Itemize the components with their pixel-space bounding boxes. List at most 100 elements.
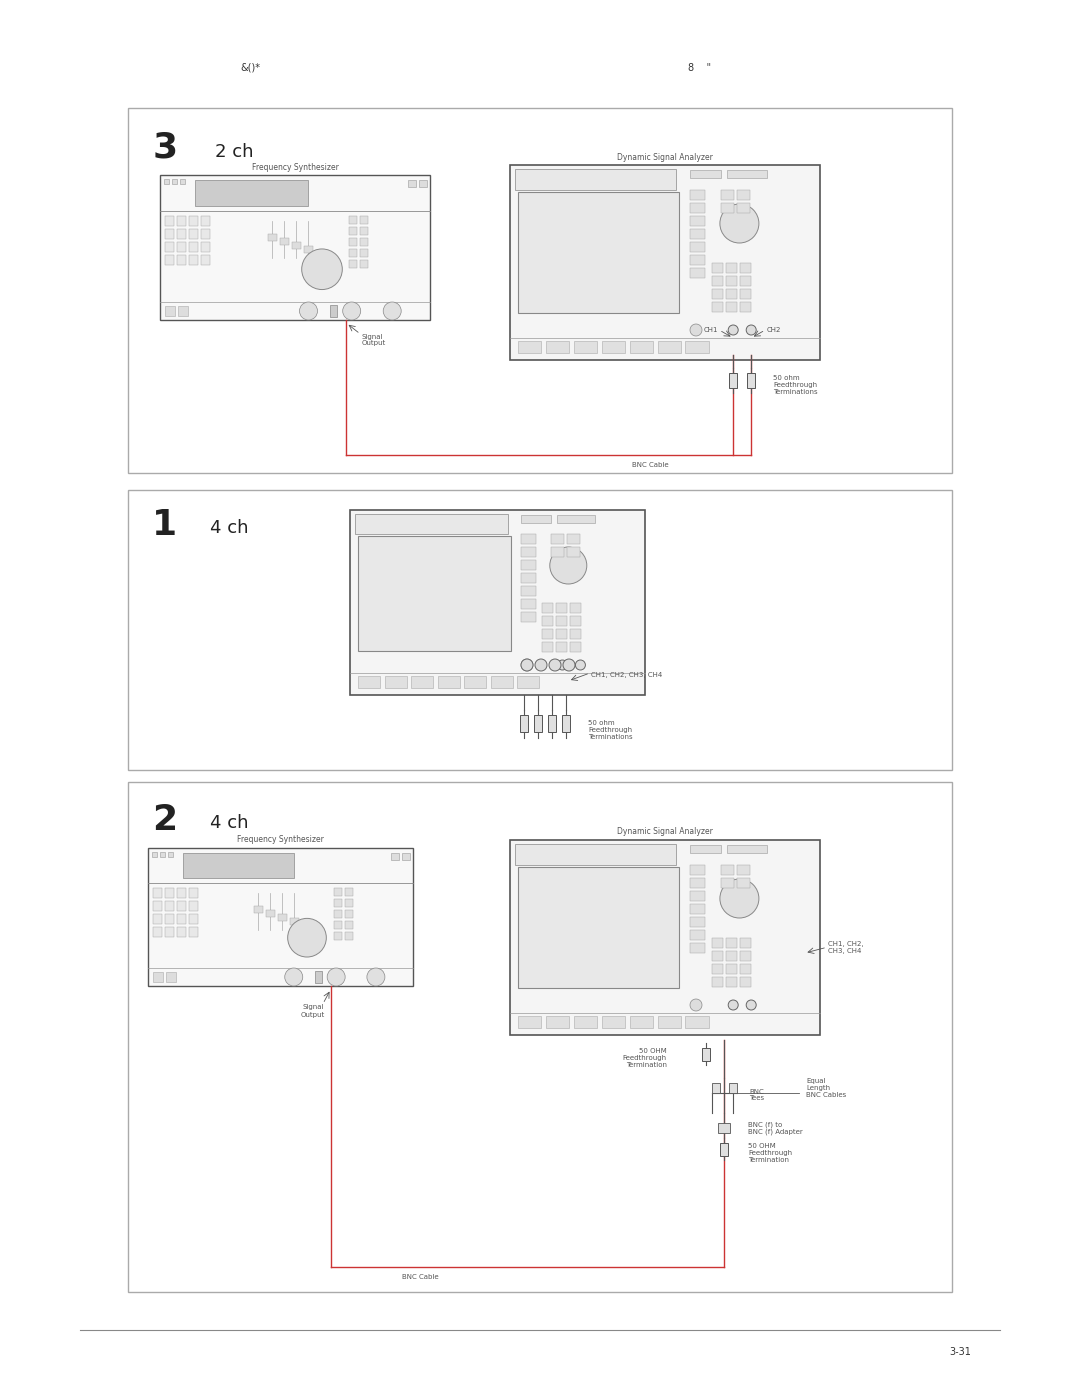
Bar: [172, 179, 177, 184]
Bar: [690, 190, 705, 200]
Bar: [266, 909, 275, 916]
Text: 3: 3: [152, 131, 177, 165]
Bar: [408, 180, 416, 187]
Bar: [165, 926, 174, 936]
Bar: [690, 170, 720, 177]
Bar: [189, 217, 198, 226]
Text: 2: 2: [152, 803, 177, 837]
Circle shape: [383, 302, 401, 320]
Bar: [330, 305, 337, 317]
Bar: [740, 275, 751, 285]
Bar: [740, 937, 751, 947]
Bar: [556, 515, 595, 522]
Bar: [542, 629, 553, 638]
Circle shape: [549, 659, 561, 671]
Bar: [183, 854, 294, 877]
Bar: [737, 879, 750, 888]
Text: 4 ch: 4 ch: [210, 520, 248, 536]
Bar: [518, 868, 679, 988]
Bar: [521, 715, 528, 732]
Bar: [165, 217, 174, 226]
Text: &()*: &()*: [240, 63, 260, 73]
Bar: [345, 909, 352, 918]
Bar: [690, 891, 705, 901]
Bar: [522, 548, 536, 557]
Text: BNC Cable: BNC Cable: [632, 462, 669, 468]
Bar: [712, 289, 723, 299]
Bar: [177, 256, 186, 265]
Text: BNC (f) to
BNC (f) Adapter: BNC (f) to BNC (f) Adapter: [747, 1120, 802, 1134]
Bar: [350, 510, 645, 694]
Circle shape: [557, 659, 567, 671]
Text: Equal
Length
BNC Cables: Equal Length BNC Cables: [806, 1078, 846, 1098]
Bar: [177, 887, 186, 897]
Bar: [391, 854, 399, 861]
Bar: [180, 179, 185, 184]
Circle shape: [720, 879, 759, 918]
Bar: [690, 845, 720, 854]
Bar: [712, 275, 723, 285]
Bar: [690, 256, 705, 265]
Bar: [570, 641, 581, 651]
Bar: [740, 950, 751, 961]
Bar: [726, 302, 737, 312]
Bar: [686, 341, 708, 353]
Bar: [153, 914, 162, 923]
Bar: [291, 918, 299, 925]
Circle shape: [690, 324, 702, 337]
Text: 50 ohm
Feedthrough
Terminations: 50 ohm Feedthrough Terminations: [773, 374, 818, 395]
Text: 3-31: 3-31: [949, 1347, 971, 1356]
Bar: [168, 852, 173, 856]
Bar: [315, 971, 322, 983]
Bar: [712, 950, 723, 961]
Bar: [510, 840, 820, 1035]
Bar: [518, 1016, 541, 1028]
Bar: [177, 914, 186, 923]
Bar: [690, 879, 705, 888]
Bar: [464, 676, 486, 687]
Bar: [292, 242, 301, 249]
Text: 50 ohm
Feedthrough
Terminations: 50 ohm Feedthrough Terminations: [588, 719, 633, 740]
Bar: [720, 879, 733, 888]
Bar: [737, 204, 750, 214]
Bar: [630, 1016, 652, 1028]
Bar: [345, 932, 352, 940]
Bar: [542, 602, 553, 612]
Bar: [384, 676, 407, 687]
Bar: [545, 341, 569, 353]
Bar: [510, 165, 820, 360]
Bar: [254, 905, 264, 912]
Bar: [148, 848, 413, 986]
Bar: [189, 229, 198, 239]
Bar: [602, 1016, 625, 1028]
Bar: [726, 964, 737, 974]
Bar: [177, 242, 186, 253]
Bar: [349, 239, 357, 246]
Circle shape: [576, 659, 585, 671]
Bar: [166, 972, 176, 982]
Bar: [545, 1016, 569, 1028]
Bar: [573, 1016, 597, 1028]
Circle shape: [728, 326, 739, 335]
Bar: [551, 548, 564, 557]
Bar: [515, 169, 676, 190]
Bar: [737, 865, 750, 876]
Bar: [278, 914, 287, 921]
Bar: [729, 373, 738, 388]
Bar: [567, 534, 580, 545]
Bar: [165, 887, 174, 897]
Bar: [129, 108, 951, 474]
Bar: [153, 887, 162, 897]
Bar: [164, 179, 168, 184]
Bar: [334, 898, 341, 907]
Bar: [437, 676, 460, 687]
Bar: [177, 926, 186, 936]
Bar: [729, 1083, 737, 1092]
Bar: [189, 256, 198, 265]
Bar: [740, 302, 751, 312]
Bar: [195, 180, 309, 207]
Bar: [573, 341, 597, 353]
Bar: [556, 629, 567, 638]
Bar: [189, 914, 198, 923]
Text: Frequency Synthesizer: Frequency Synthesizer: [238, 835, 324, 845]
